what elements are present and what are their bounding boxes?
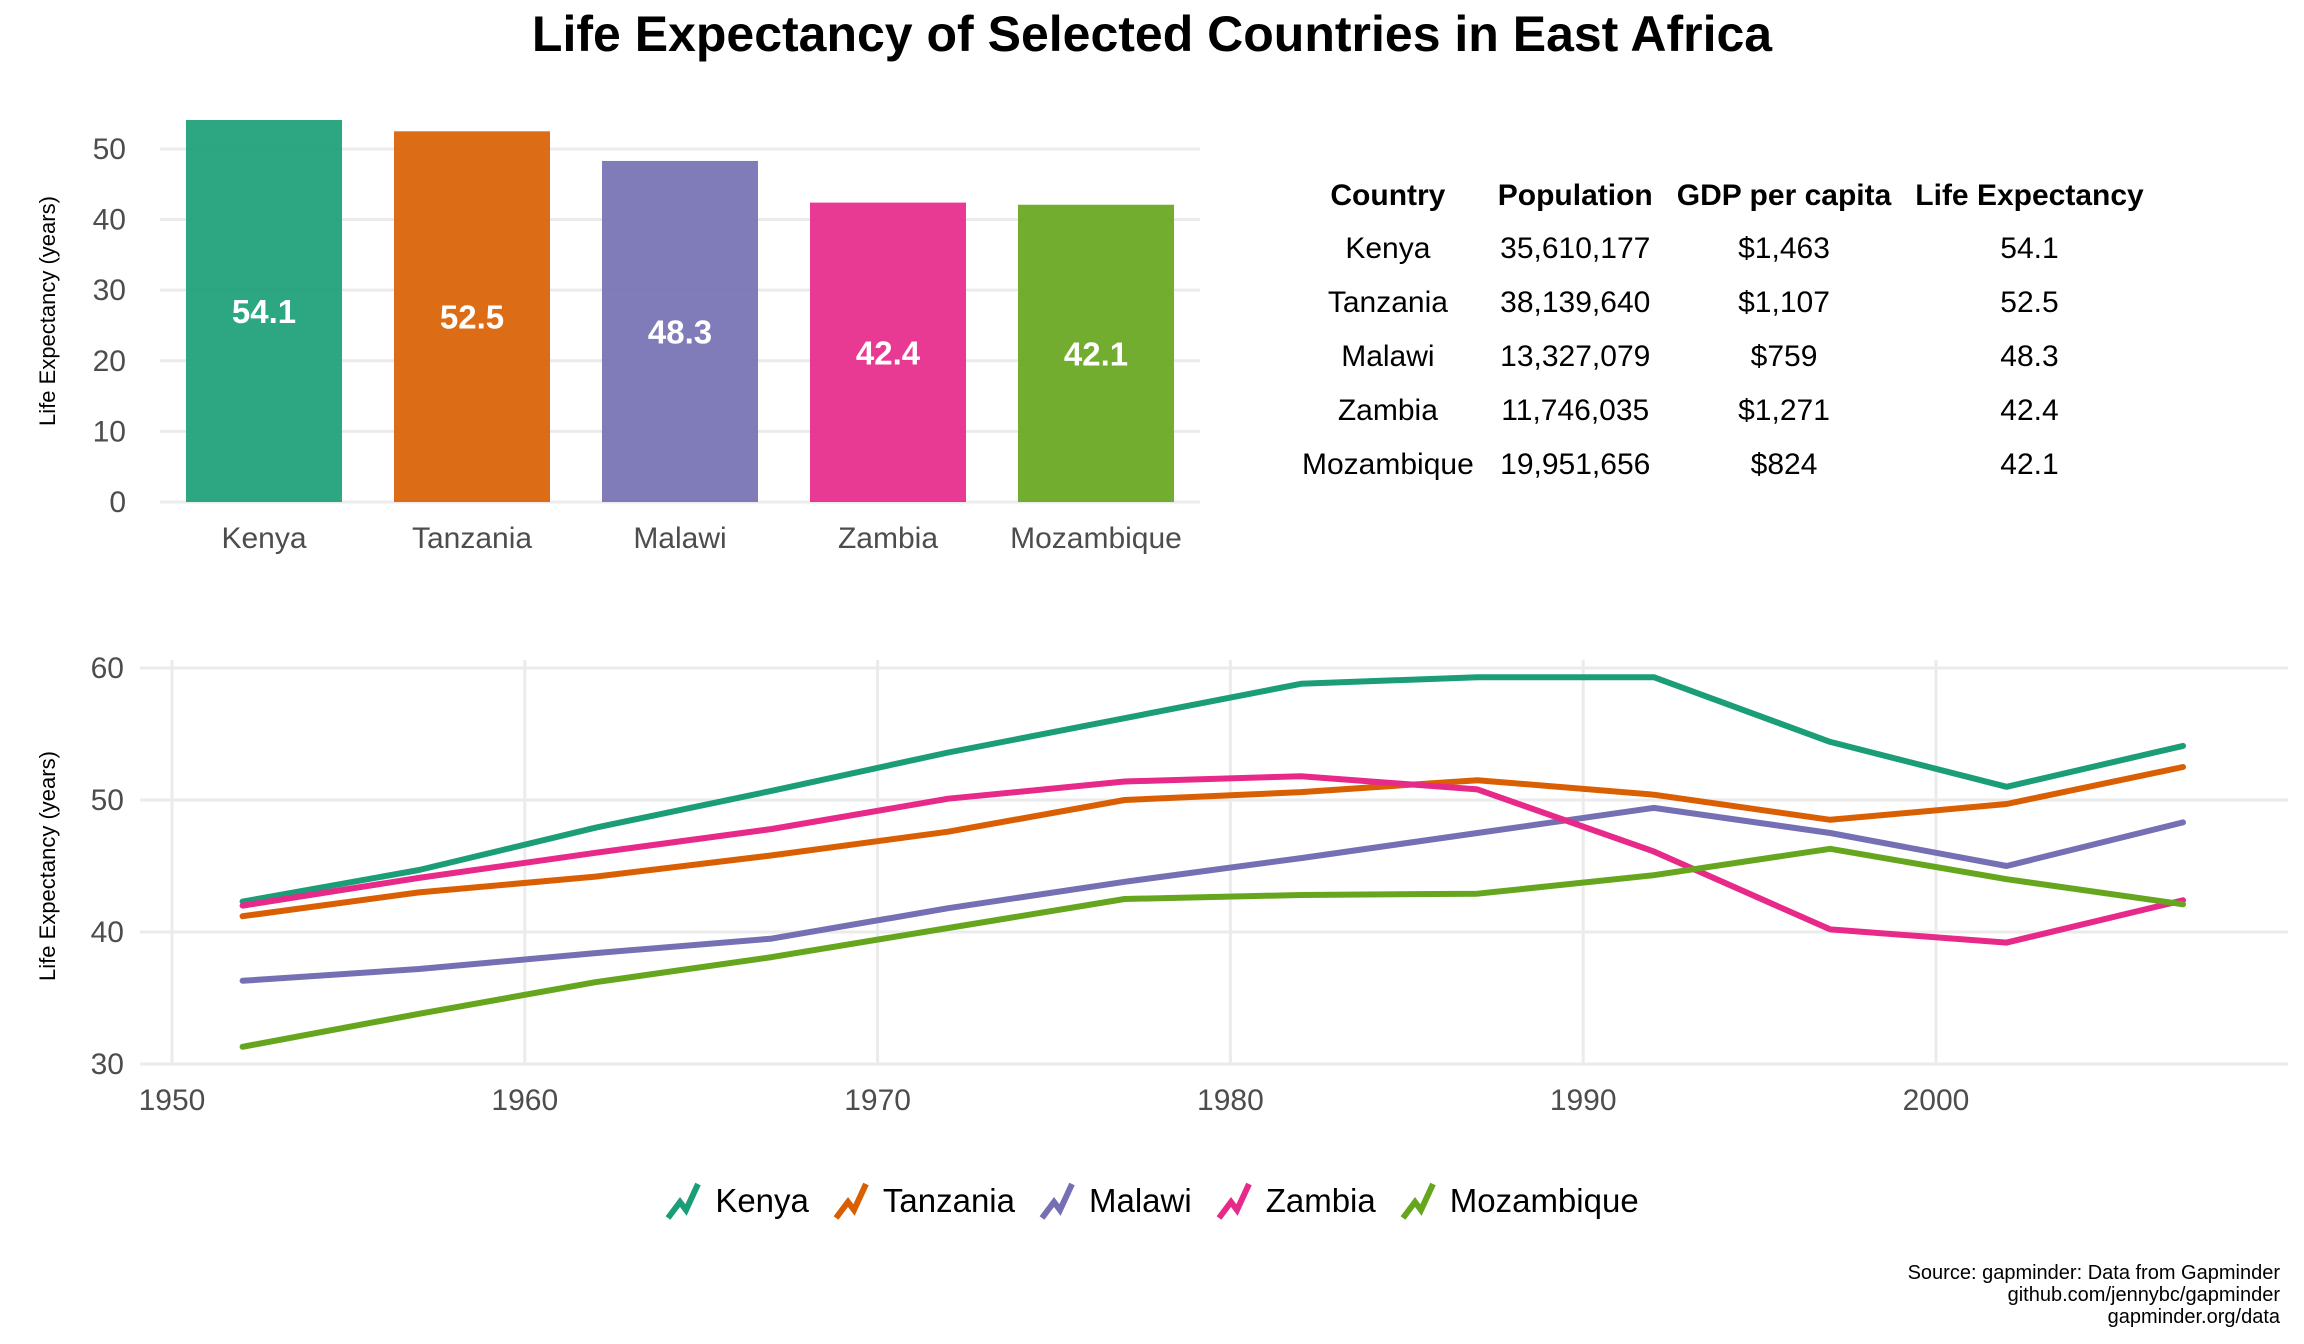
bar-y-tick-label: 20 [93,345,126,378]
bar-tanzania [394,131,550,502]
legend-item: Tanzania [833,1180,1015,1222]
table-cell: 42.4 [2000,394,2059,427]
line-y-tick-label: 40 [91,916,124,949]
source-caption: Source: gapminder: Data from Gapminder g… [1908,1262,2280,1328]
table-header-cell: Life Expectancy [1915,179,2144,212]
line-x-tick-label: 1950 [139,1084,206,1117]
chart-title: Life Expectancy of Selected Countries in… [531,6,1773,62]
source-line: github.com/jennybc/gapminder [2007,1284,2280,1306]
legend-line-swatch [665,1182,702,1220]
table-cell: $824 [1750,448,1818,481]
bar-x-tick-label: Malawi [633,522,726,555]
table-cell: 38,139,640 [1500,286,1651,319]
legend-line-swatch [1216,1182,1252,1220]
line-series-zambia [239,773,2186,946]
bar-x-tick-label: Mozambique [1010,522,1182,555]
line-y-tick-label: 30 [91,1048,124,1081]
bar-mozambique [1018,204,1174,502]
line-series-malawi [239,804,2186,984]
legend-line-icon [833,1182,869,1220]
table-cell: $1,107 [1738,286,1830,319]
legend-label: Kenya [715,1182,809,1219]
bar-y-tick-label: 40 [93,204,126,237]
bar-chart: 0 10 20 30 40 50 54.1 Kenya 52.5 Tanzania 48.3 Mala… [35,120,1200,555]
table-header-cell: Population [1497,179,1653,212]
bar-x-tick-label: Kenya [221,522,306,555]
table-cell: 52.5 [2000,286,2059,319]
bar-value-label: 52.5 [440,299,504,336]
legend-line-icon [1039,1182,1075,1220]
line-x-tick-label: 1970 [844,1084,911,1117]
line-x-tick-label: 1990 [1550,1084,1617,1117]
table-cell: 11,746,035 [1501,394,1650,427]
legend-label: Zambia [1265,1182,1376,1219]
legend-label: Tanzania [882,1182,1015,1219]
bar-y-tick-label: 30 [93,274,126,307]
legend-item: Kenya [665,1180,809,1222]
legend-label: Malawi [1089,1182,1192,1219]
bar-value-label: 48.3 [648,313,712,350]
line-series-tanzania [239,764,2186,920]
table-cell: Kenya [1345,232,1431,265]
table-cell: $1,271 [1738,394,1830,427]
bar-y-tick-label: 0 [109,486,126,519]
bar-y-tick-label: 50 [93,133,126,166]
legend-line-swatch [1400,1182,1436,1220]
bar-y-axis-title: Life Expectancy (years) [35,196,60,426]
table-cell: 42.1 [2000,448,2059,481]
line-x-tick-label: 1980 [1197,1084,1264,1117]
line-x-tick-label: 2000 [1903,1084,1970,1117]
legend-line-icon [665,1182,702,1220]
bar-value-label: 54.1 [232,293,296,330]
bar-kenya [186,120,342,502]
bar-x-tick-label: Tanzania [412,522,532,555]
line-y-axis-title: Life Expectancy (years) [35,751,60,981]
table-row: Kenya 35,610,177 $1,463 54.1 [1290,222,2156,276]
line-series-mozambique [239,845,2186,1050]
line-chart: 1950 1960 1970 1980 1990 2000 30 40 50 60 Life Exp… [35,652,2288,1117]
legend-line-swatch [833,1182,869,1220]
legend-item: Zambia [1216,1180,1376,1222]
line-y-tick-label: 50 [91,784,124,817]
line-series-kenya [239,674,2186,905]
table-header-row: Country Population GDP per capita Life E… [1290,170,2156,222]
bar-zambia [810,202,966,502]
legend-line-swatch [1039,1182,1075,1220]
legend-line-icon [1216,1182,1252,1220]
line-chart-legend: Kenya Tanzania Malawi Zambia Mozambique [0,1180,2304,1222]
data-table: Country Population GDP per capita Life E… [1290,170,2156,492]
table-header-cell: Country [1330,179,1446,212]
table-row: Mozambique 19,951,656 $824 42.1 [1290,438,2156,492]
table-cell: Malawi [1341,340,1435,373]
legend-item: Mozambique [1400,1180,1639,1222]
table-row: Malawi 13,327,079 $759 48.3 [1290,330,2156,384]
bar-value-label: 42.1 [1064,335,1128,372]
bar-x-tick-label: Zambia [838,522,938,555]
table-cell: Mozambique [1302,448,1474,481]
table-cell: Tanzania [1327,286,1448,319]
table-cell: Zambia [1337,394,1438,427]
table-cell: $1,463 [1738,232,1830,265]
table-cell: 48.3 [2000,340,2059,373]
table-row: Tanzania 38,139,640 $1,107 52.5 [1290,276,2156,330]
bar-y-tick-label: 10 [93,415,126,448]
table-cell: 19,951,656 [1500,448,1651,481]
bar-malawi [602,160,758,502]
source-line: Source: gapminder: Data from Gapminder [1907,1262,2280,1284]
table-cell: 54.1 [2000,232,2059,265]
bar-value-label: 42.4 [856,334,921,371]
table-cell: $759 [1750,340,1818,373]
table-header-cell: GDP per capita [1676,179,1892,212]
line-x-tick-label: 1960 [491,1084,558,1117]
source-line: gapminder.org/data [2107,1306,2280,1328]
legend-label: Mozambique [1449,1182,1639,1219]
line-y-tick-label: 60 [91,652,124,685]
table-row: Zambia 11,746,035 $1,271 42.4 [1290,384,2156,438]
table-cell: 35,610,177 [1500,232,1651,265]
table-cell: 13,327,079 [1500,340,1651,373]
legend-item: Malawi [1039,1180,1192,1222]
legend-line-icon [1400,1182,1436,1220]
